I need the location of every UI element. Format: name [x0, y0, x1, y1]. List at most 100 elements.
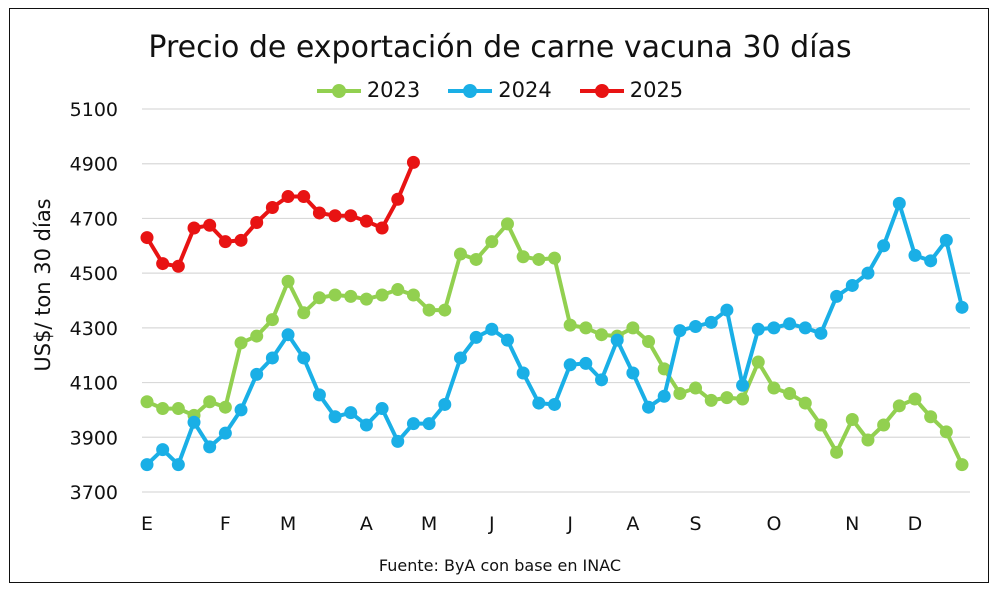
data-point-2023	[156, 402, 170, 416]
data-point-2023	[485, 235, 499, 249]
data-point-2024	[218, 426, 232, 440]
data-point-2023	[532, 252, 546, 266]
data-point-2023	[626, 321, 640, 335]
data-point-2023	[250, 329, 264, 343]
data-point-2023	[234, 336, 248, 350]
x-tick-label: S	[690, 513, 702, 535]
data-point-2023	[892, 399, 906, 413]
data-point-2024	[171, 458, 185, 472]
data-point-2023	[312, 291, 326, 305]
y-tick-label: 4700	[70, 208, 118, 230]
x-tick-label: E	[141, 513, 153, 535]
data-point-2023	[548, 251, 561, 265]
data-point-2023	[422, 303, 436, 317]
data-point-2023	[140, 395, 154, 409]
data-point-2024	[391, 434, 405, 448]
data-point-2023	[375, 288, 389, 302]
data-point-2023	[595, 328, 609, 342]
data-point-2024	[751, 322, 765, 336]
data-point-2023	[924, 410, 938, 424]
data-point-2023	[281, 274, 295, 288]
y-tick-label: 5100	[70, 99, 118, 121]
data-point-2024	[532, 396, 546, 410]
data-point-2023	[218, 400, 232, 414]
data-point-2023	[720, 391, 734, 405]
data-point-2023	[203, 395, 217, 409]
legend-item-2025: 2025	[579, 78, 683, 102]
data-point-2024	[422, 417, 436, 431]
data-point-2023	[438, 303, 452, 317]
data-point-2024	[908, 248, 922, 262]
legend-label: 2023	[366, 78, 421, 102]
data-point-2023	[736, 392, 750, 406]
data-point-2024	[156, 443, 170, 457]
data-point-2023	[406, 288, 420, 302]
data-point-2023	[391, 283, 405, 297]
data-point-2025	[281, 190, 295, 204]
data-point-2023	[516, 250, 530, 264]
data-point-2023	[939, 425, 953, 439]
data-point-2024	[265, 351, 279, 365]
legend-swatch	[316, 78, 361, 102]
data-point-2025	[140, 231, 154, 245]
y-tick-label: 4300	[70, 318, 118, 340]
source-note: Fuente: ByA con base en INAC	[378, 556, 622, 575]
data-point-2025	[328, 209, 342, 223]
legend-item-2024: 2024	[448, 78, 552, 102]
data-point-2024	[626, 366, 640, 380]
data-point-2023	[359, 292, 373, 306]
y-tick-label: 3700	[70, 482, 118, 504]
data-point-2024	[281, 328, 295, 342]
data-point-2023	[767, 381, 781, 395]
data-point-2024	[187, 415, 201, 429]
x-tick-label: D	[908, 513, 923, 535]
data-point-2023	[798, 396, 812, 410]
data-point-2025	[297, 190, 311, 204]
data-point-2024	[955, 300, 969, 314]
data-point-2024	[375, 402, 389, 416]
data-point-2024	[516, 366, 530, 380]
y-tick-label: 4100	[70, 373, 118, 395]
data-point-2025	[203, 218, 217, 232]
data-point-2025	[250, 216, 264, 230]
data-point-2023	[297, 306, 311, 320]
data-point-2024	[579, 356, 593, 370]
data-point-2025	[375, 221, 389, 235]
data-point-2023	[783, 387, 797, 401]
data-point-2023	[500, 217, 514, 231]
data-point-2023	[861, 433, 875, 447]
data-point-2024	[736, 378, 750, 392]
data-point-2024	[359, 418, 373, 432]
x-tick-label: A	[360, 513, 373, 535]
series-line-2024	[145, 201, 964, 467]
data-point-2024	[720, 303, 734, 317]
x-tick-label: J	[566, 513, 573, 535]
data-point-2024	[924, 254, 938, 268]
legend: 2023 2024 2025	[0, 78, 1000, 102]
data-point-2024	[892, 196, 906, 210]
data-point-2023	[657, 362, 671, 376]
data-point-2023	[830, 445, 844, 459]
x-tick-label: F	[220, 513, 231, 535]
legend-swatch	[448, 78, 493, 102]
data-point-2025	[391, 192, 405, 206]
data-point-2024	[689, 319, 703, 333]
data-point-2024	[845, 278, 859, 292]
data-point-2024	[673, 324, 687, 338]
data-point-2023	[877, 418, 891, 432]
data-point-2024	[500, 333, 514, 347]
data-point-2025	[156, 257, 170, 271]
data-point-2025	[406, 155, 420, 169]
data-point-2024	[312, 388, 326, 402]
data-point-2023	[344, 289, 358, 303]
x-tick-label: M	[280, 513, 296, 535]
data-point-2023	[328, 288, 342, 302]
data-point-2023	[563, 318, 577, 332]
data-point-2024	[704, 315, 718, 329]
data-point-2024	[250, 367, 264, 381]
data-point-2023	[469, 252, 483, 266]
data-point-2025	[171, 259, 185, 273]
data-point-2024	[548, 397, 561, 411]
data-point-2025	[234, 233, 248, 247]
